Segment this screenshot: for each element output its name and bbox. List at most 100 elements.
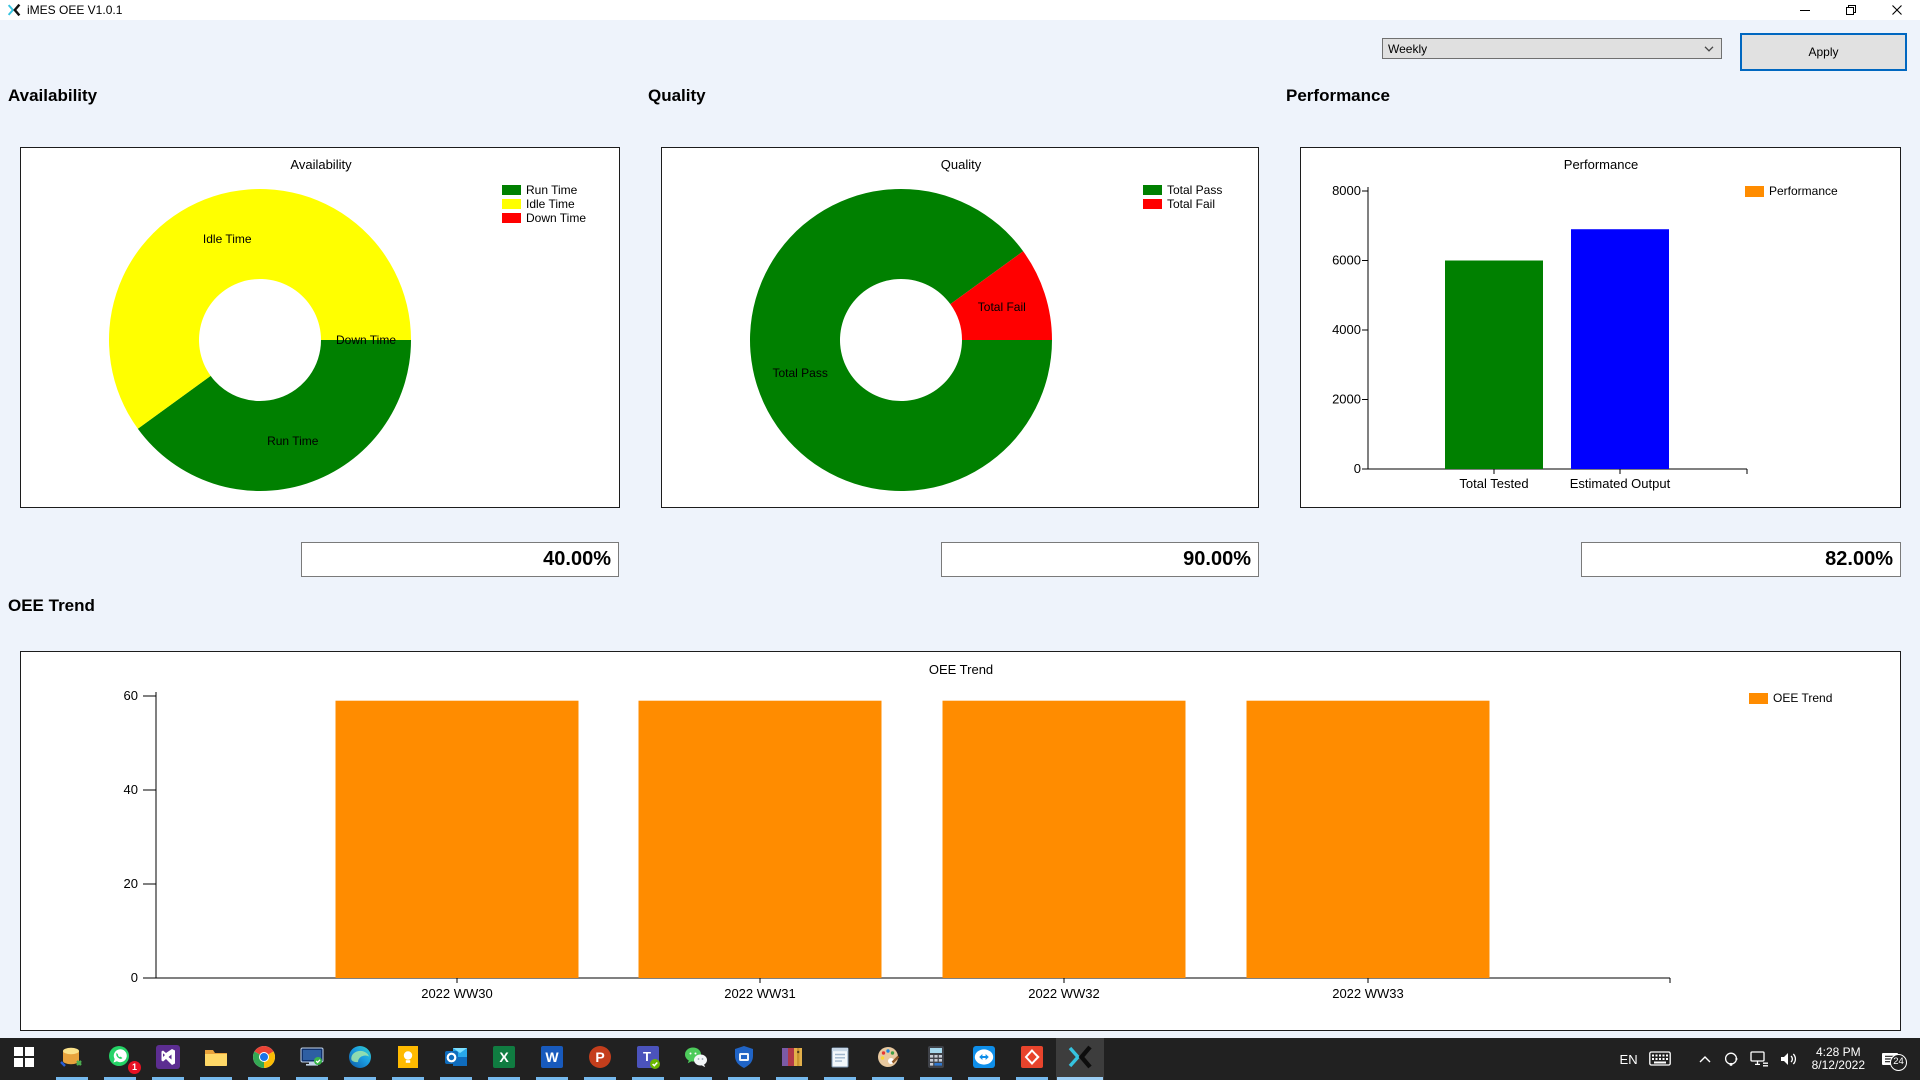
svg-text:Total Pass: Total Pass: [1167, 183, 1222, 197]
svg-text:Idle Time: Idle Time: [526, 197, 575, 211]
apply-button-label: Apply: [1808, 45, 1839, 59]
taskbar-app-paint[interactable]: [864, 1038, 912, 1080]
running-indicator: [872, 1077, 904, 1080]
svg-text:OEE Trend: OEE Trend: [929, 662, 993, 677]
taskbar-app-wechat[interactable]: [672, 1038, 720, 1080]
oee-trend-heading: OEE Trend: [8, 596, 95, 615]
running-indicator: [536, 1077, 568, 1080]
running-indicator: [632, 1077, 664, 1080]
svg-text:60: 60: [124, 688, 138, 703]
start-button[interactable]: [0, 1038, 48, 1080]
svg-text:Performance: Performance: [1564, 157, 1638, 172]
svg-text:2022 WW31: 2022 WW31: [724, 986, 796, 1001]
svg-text:Total Fail: Total Fail: [978, 300, 1026, 314]
sql-server-management-studio-icon: [59, 1044, 85, 1075]
excel-icon: X: [491, 1044, 517, 1075]
running-indicator: [488, 1077, 520, 1080]
taskbar-app-notepad[interactable]: [816, 1038, 864, 1080]
svg-text:Total Pass: Total Pass: [773, 366, 828, 380]
taskbar-app-calculator[interactable]: [912, 1038, 960, 1080]
quality-heading: Quality: [648, 86, 706, 105]
taskbar-app-imes-oee[interactable]: [1056, 1038, 1104, 1080]
running-indicator: [392, 1077, 424, 1080]
quality-kpi-value: 90.00%: [941, 542, 1259, 577]
minimize-button[interactable]: [1782, 0, 1828, 20]
taskbar-app-outlook[interactable]: [432, 1038, 480, 1080]
minimize-icon: [1800, 10, 1810, 11]
close-icon: [1892, 5, 1902, 15]
svg-text:2022 WW32: 2022 WW32: [1028, 986, 1100, 1001]
file-explorer-icon: [203, 1044, 229, 1075]
status-circle-icon[interactable]: [1723, 1051, 1739, 1067]
taskbar-app-remote-desktop[interactable]: [288, 1038, 336, 1080]
window-title: iMES OEE V1.0.1: [27, 3, 123, 17]
network-icon[interactable]: [1749, 1051, 1769, 1067]
running-indicator: [728, 1077, 760, 1080]
running-indicator: [680, 1077, 712, 1080]
remote-app-icon: [1019, 1044, 1045, 1075]
svg-text:Total Fail: Total Fail: [1167, 197, 1215, 211]
taskbar-app-teamviewer[interactable]: [960, 1038, 1008, 1080]
visual-studio-icon: [155, 1044, 181, 1075]
oee-trend-chart-panel: OEE Trend 0 20 40 60 2022 WW30 2022 WW31 2022 W…: [20, 651, 1901, 1031]
running-indicator: [584, 1077, 616, 1080]
taskbar-app-sql-server-management-studio[interactable]: [48, 1038, 96, 1080]
chevron-up-icon[interactable]: [1698, 1054, 1712, 1064]
remote-desktop-icon: [299, 1044, 325, 1075]
volume-icon[interactable]: [1780, 1051, 1798, 1067]
restore-icon: [1846, 5, 1856, 15]
svg-text:Estimated Output: Estimated Output: [1570, 476, 1671, 491]
notepad-icon: [827, 1044, 853, 1075]
svg-text:2000: 2000: [1332, 392, 1361, 407]
running-indicator: [968, 1077, 1000, 1080]
running-indicator: [776, 1077, 808, 1080]
taskbar-app-whatsapp[interactable]: 1: [96, 1038, 144, 1080]
svg-text:20: 20: [124, 876, 138, 891]
taskbar-app-winrar[interactable]: [768, 1038, 816, 1080]
svg-text:T: T: [643, 1049, 651, 1064]
svg-text:Total Tested: Total Tested: [1459, 476, 1528, 491]
period-select[interactable]: Weekly: [1382, 38, 1722, 59]
taskbar-app-google-keep[interactable]: [384, 1038, 432, 1080]
taskbar-app-remote-app[interactable]: [1008, 1038, 1056, 1080]
svg-text:2022 WW30: 2022 WW30: [421, 986, 493, 1001]
oee-trend-bar-chart: OEE Trend 0 20 40 60 2022 WW30 2022 WW31 2022 W…: [124, 662, 1833, 1001]
svg-text:0: 0: [131, 970, 138, 985]
svg-text:W: W: [545, 1049, 559, 1065]
taskbar-app-visual-studio[interactable]: [144, 1038, 192, 1080]
availability-kpi-value: 40.00%: [301, 542, 619, 577]
svg-text:4000: 4000: [1332, 322, 1361, 337]
running-indicator: [344, 1077, 376, 1080]
clock[interactable]: 4:28 PM 8/12/2022: [1812, 1046, 1865, 1072]
taskbar-app-powerpoint[interactable]: P: [576, 1038, 624, 1080]
tray-time: 4:28 PM: [1815, 1045, 1861, 1059]
taskbar-app-word[interactable]: W: [528, 1038, 576, 1080]
windows-logo-icon: [12, 1045, 36, 1074]
svg-text:Down Time: Down Time: [336, 333, 396, 347]
notification-count-badge: 24: [1890, 1053, 1907, 1071]
quality-chart-panel: Quality Total Pass Total Fail Total Pass Tot…: [661, 147, 1259, 508]
running-indicator: [248, 1077, 280, 1080]
taskbar-app-defender[interactable]: [720, 1038, 768, 1080]
taskbar-app-excel[interactable]: X: [480, 1038, 528, 1080]
taskbar-app-chrome[interactable]: [240, 1038, 288, 1080]
running-indicator: [200, 1077, 232, 1080]
keyboard-icon[interactable]: [1648, 1051, 1671, 1067]
maximize-button[interactable]: [1828, 0, 1874, 20]
taskbar-app-teams[interactable]: T: [624, 1038, 672, 1080]
performance-kpi-value: 82.00%: [1581, 542, 1901, 577]
taskbar-app-edge[interactable]: [336, 1038, 384, 1080]
svg-text:OEE Trend: OEE Trend: [1773, 691, 1832, 705]
notification-badge: 1: [128, 1061, 141, 1074]
running-indicator: [56, 1077, 88, 1080]
close-button[interactable]: [1874, 0, 1920, 20]
wechat-icon: [683, 1044, 709, 1075]
language-indicator[interactable]: EN: [1619, 1051, 1638, 1067]
running-indicator: [1016, 1077, 1048, 1080]
chevron-down-icon: [1704, 45, 1714, 52]
action-center-icon[interactable]: 24: [1881, 1052, 1907, 1071]
apply-button[interactable]: Apply: [1740, 33, 1907, 71]
running-indicator: [824, 1077, 856, 1080]
taskbar-app-file-explorer[interactable]: [192, 1038, 240, 1080]
